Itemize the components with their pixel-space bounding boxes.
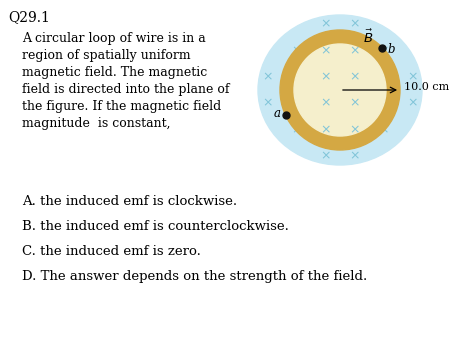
Text: $\vec{B}$: $\vec{B}$ [363, 29, 373, 46]
Text: ×: × [349, 123, 360, 136]
Text: ×: × [320, 97, 331, 110]
Text: ×: × [320, 18, 331, 30]
Text: ×: × [349, 70, 360, 83]
Text: B. the induced emf is counterclockwise.: B. the induced emf is counterclockwise. [22, 220, 289, 233]
Text: region of spatially uniform: region of spatially uniform [22, 49, 191, 62]
Text: A. the induced emf is clockwise.: A. the induced emf is clockwise. [22, 195, 237, 208]
Text: A circular loop of wire is in a: A circular loop of wire is in a [22, 32, 206, 45]
Text: ×: × [378, 70, 388, 83]
Text: ×: × [320, 44, 331, 57]
Text: ×: × [349, 97, 360, 110]
Text: ×: × [407, 70, 418, 83]
Text: ×: × [349, 70, 360, 83]
Text: ×: × [320, 123, 331, 136]
Text: ×: × [320, 97, 331, 110]
Text: ×: × [320, 70, 331, 83]
Text: ×: × [349, 123, 360, 136]
Text: ×: × [292, 123, 302, 136]
Text: ×: × [349, 97, 360, 110]
Text: the figure. If the magnetic field: the figure. If the magnetic field [22, 100, 221, 113]
Ellipse shape [258, 15, 422, 165]
Text: field is directed into the plane of: field is directed into the plane of [22, 83, 230, 96]
Text: ×: × [320, 123, 331, 136]
Circle shape [280, 30, 400, 150]
Text: ×: × [349, 44, 360, 57]
Text: magnitude  is constant,: magnitude is constant, [22, 117, 171, 130]
Text: ×: × [407, 97, 418, 110]
Text: ×: × [320, 70, 331, 83]
Text: ×: × [263, 97, 273, 110]
Text: C. the induced emf is zero.: C. the induced emf is zero. [22, 245, 201, 258]
Text: Q29.1: Q29.1 [8, 10, 50, 24]
Text: ×: × [378, 97, 388, 110]
Text: a: a [273, 107, 280, 120]
Circle shape [294, 44, 386, 136]
Text: ×: × [263, 70, 273, 83]
Text: b: b [388, 43, 395, 56]
Text: ×: × [349, 18, 360, 30]
Text: D. The answer depends on the strength of the field.: D. The answer depends on the strength of… [22, 270, 367, 283]
Text: ×: × [349, 44, 360, 57]
Text: ×: × [320, 149, 331, 163]
Text: magnetic field. The magnetic: magnetic field. The magnetic [22, 66, 207, 79]
Text: ×: × [378, 44, 388, 57]
Text: ×: × [292, 70, 302, 83]
Text: 10.0 cm: 10.0 cm [404, 82, 449, 92]
Text: ×: × [320, 44, 331, 57]
Text: ×: × [378, 123, 388, 136]
Text: ×: × [349, 149, 360, 163]
Text: ×: × [292, 44, 302, 57]
Text: ×: × [292, 97, 302, 110]
